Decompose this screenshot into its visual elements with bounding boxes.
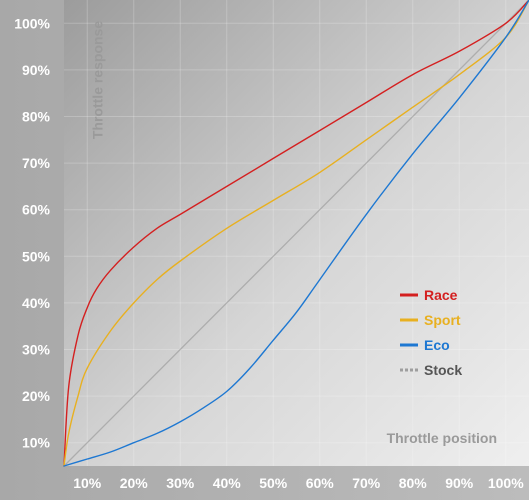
legend-label-sport: Sport	[424, 312, 461, 328]
legend: Race Sport Eco Stock	[400, 287, 462, 378]
x-tick-label: 90%	[445, 475, 474, 491]
series-line-sport	[63, 0, 529, 467]
series-line-stock	[63, 0, 529, 467]
legend-label-eco: Eco	[424, 337, 450, 353]
x-tick-label: 50%	[259, 475, 288, 491]
y-tick-label: 50%	[22, 248, 51, 264]
series-line-eco	[63, 0, 529, 467]
x-axis-label: Throttle position	[387, 430, 497, 446]
y-tick-label: 80%	[22, 109, 51, 125]
y-axis-ticks: 10% 20% 30% 40% 50% 60% 70% 80% 90% 100%	[14, 15, 50, 450]
x-tick-label: 80%	[399, 475, 428, 491]
x-tick-label: 20%	[120, 475, 149, 491]
legend-label-race: Race	[424, 287, 458, 303]
x-tick-label: 100%	[488, 475, 524, 491]
x-tick-label: 70%	[352, 475, 381, 491]
x-tick-label: 60%	[306, 475, 335, 491]
y-tick-label: 60%	[22, 202, 51, 218]
y-tick-label: 20%	[22, 388, 51, 404]
y-tick-label: 30%	[22, 342, 51, 358]
x-tick-label: 40%	[213, 475, 242, 491]
y-tick-label: 10%	[22, 435, 51, 451]
y-tick-label: 70%	[22, 155, 51, 171]
y-tick-label: 40%	[22, 295, 51, 311]
y-tick-label: 90%	[22, 62, 51, 78]
x-tick-label: 30%	[166, 475, 195, 491]
y-axis-label: Throttle response	[90, 21, 106, 139]
grid	[64, 0, 529, 466]
y-tick-label: 100%	[14, 15, 50, 31]
legend-label-stock: Stock	[424, 362, 462, 378]
x-axis-ticks: 10% 20% 30% 40% 50% 60% 70% 80% 90% 100%	[73, 475, 524, 491]
series-lines	[63, 0, 529, 467]
x-tick-label: 10%	[73, 475, 102, 491]
series-line-race	[63, 0, 529, 467]
